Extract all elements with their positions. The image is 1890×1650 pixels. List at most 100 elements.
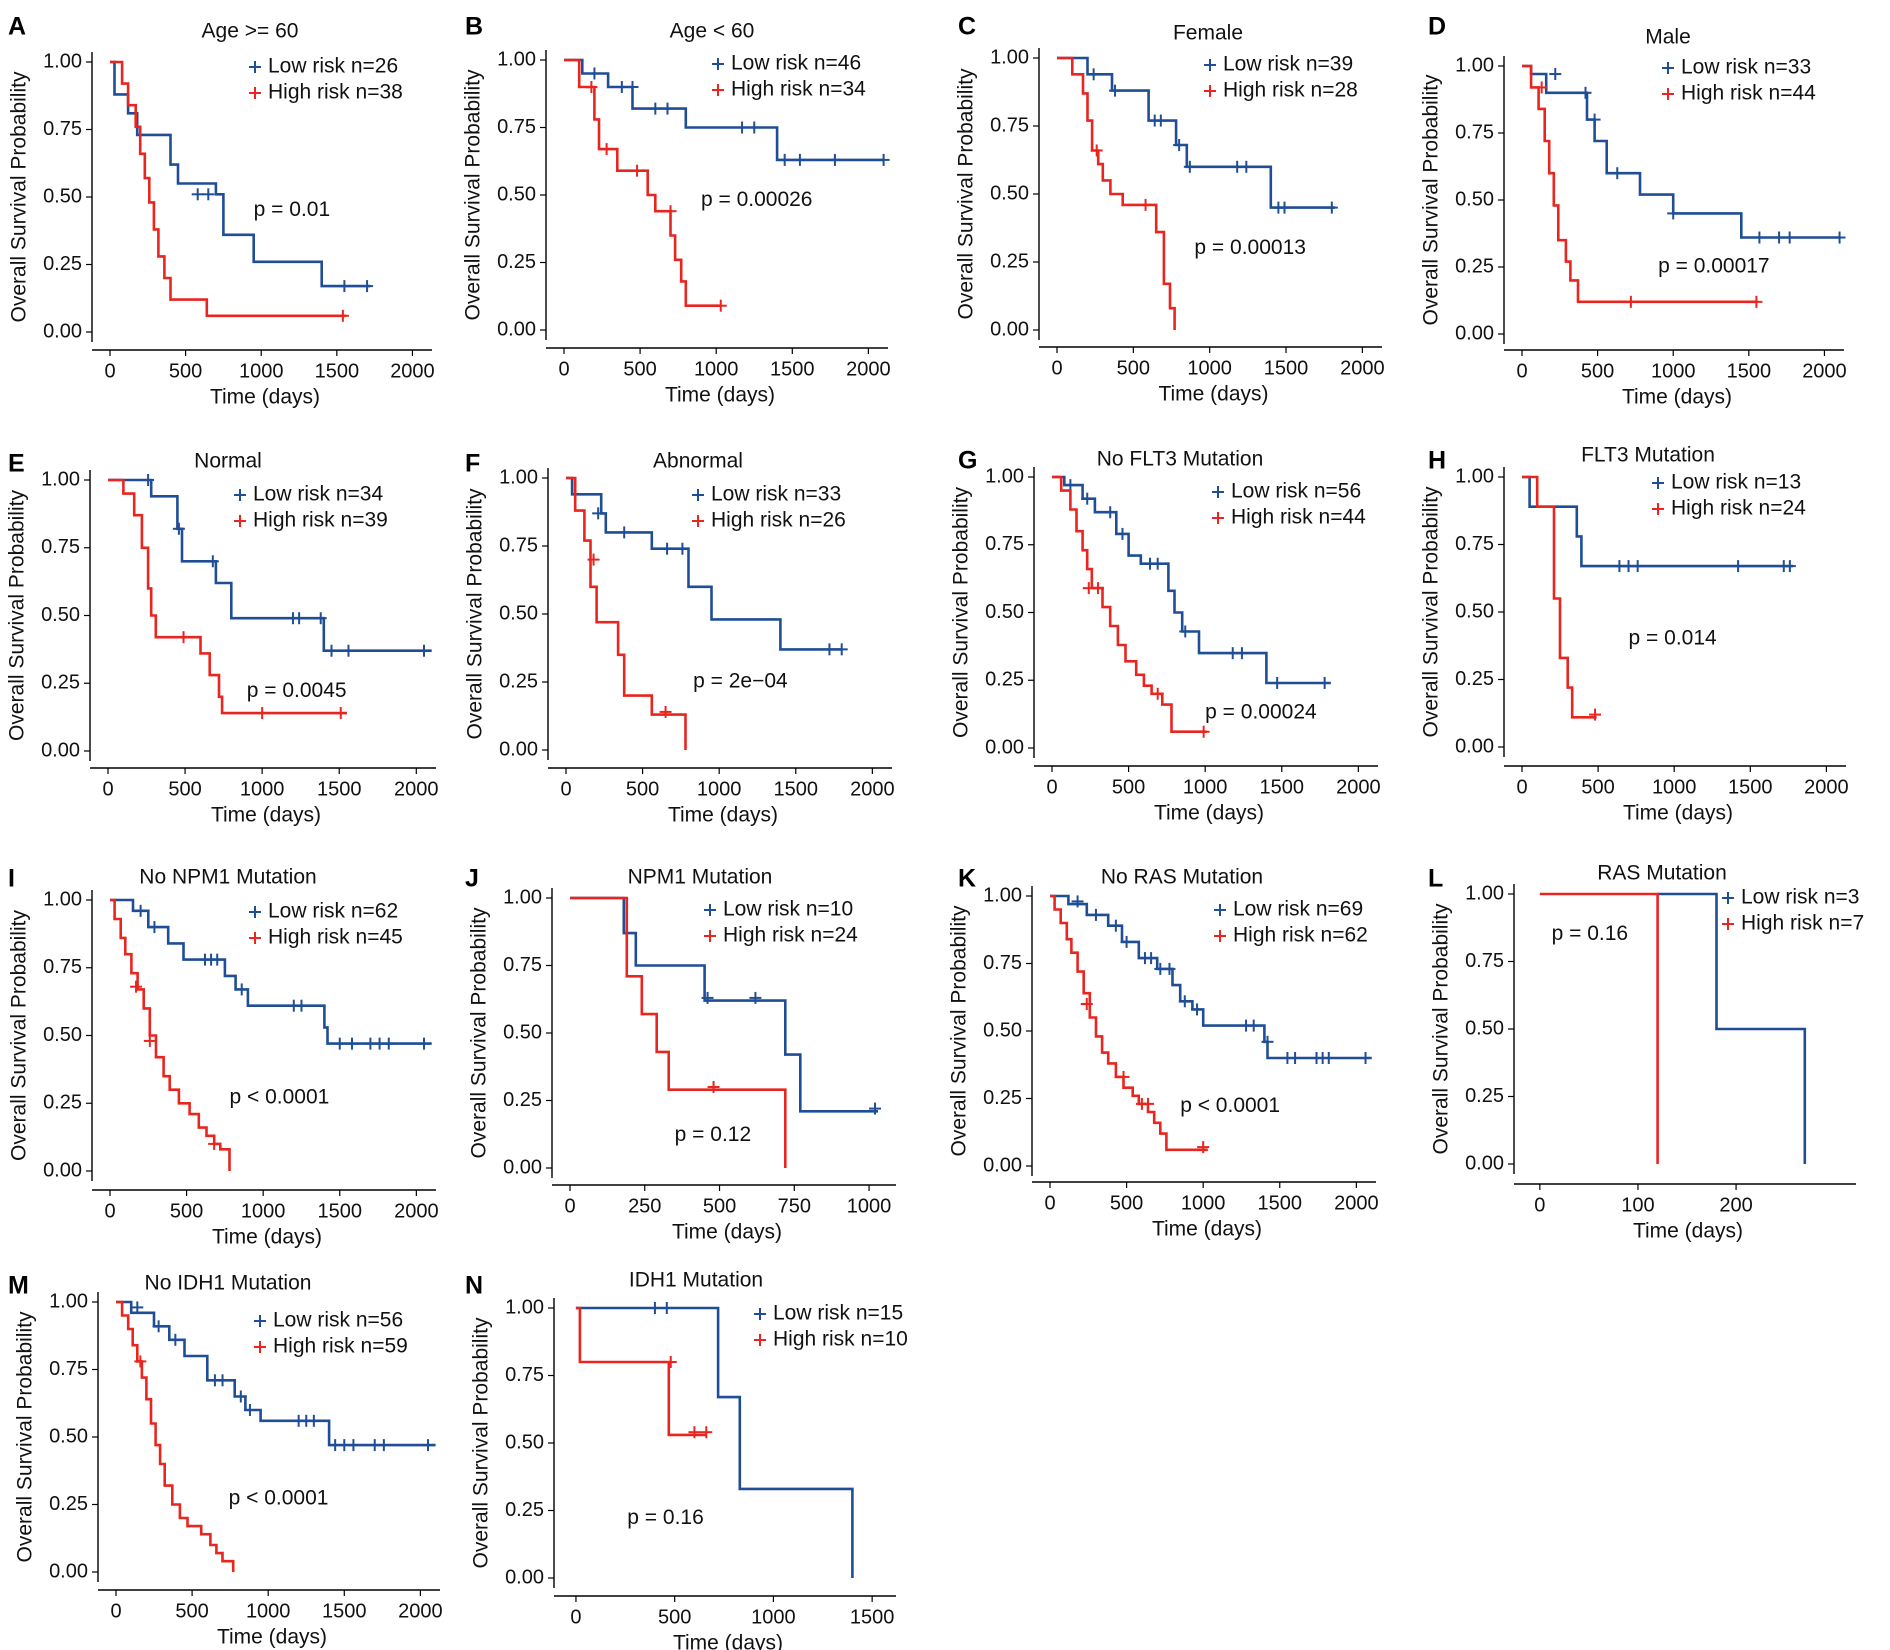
panel-c: C Female 0.00 0.25 0.50 0.75 1.00 0 500 1000 1500 2… xyxy=(955,13,1385,406)
x-axis-title: Time (days) xyxy=(1623,802,1733,825)
low-risk-censor-mark xyxy=(361,280,374,293)
low-risk-censor-mark xyxy=(1109,919,1122,932)
low-risk-censor-mark xyxy=(1151,557,1164,570)
low-risk-censor-mark xyxy=(661,102,674,115)
legend-high-risk-label: High risk n=59 xyxy=(273,1335,408,1358)
legend-low-risk-label: Low risk n=26 xyxy=(268,55,398,78)
high-risk-censor-mark xyxy=(1080,998,1093,1010)
y-tick-label: 0.50 xyxy=(990,182,1029,204)
x-tick-label: 500 xyxy=(168,778,201,800)
legend-low-risk-label: Low risk n=15 xyxy=(773,1302,903,1325)
x-tick-label: 2000 xyxy=(390,360,435,382)
y-axis-title: Overall Survival Probability xyxy=(948,905,971,1156)
low-risk-censor-mark xyxy=(134,904,147,917)
y-tick-label: 1.00 xyxy=(43,50,82,72)
p-value: p = 0.014 xyxy=(1629,627,1717,650)
low-risk-censor-mark xyxy=(243,1404,256,1416)
y-tick-label: 1.00 xyxy=(1455,465,1494,487)
panel-title: FLT3 Mutation xyxy=(1581,444,1715,467)
legend-low-risk-label: Low risk n=69 xyxy=(1233,898,1363,921)
low-risk-censor-mark xyxy=(191,188,204,201)
p-value: p = 0.12 xyxy=(675,1123,751,1146)
low-risk-censor-mark xyxy=(1071,895,1084,908)
y-axis-title: Overall Survival Probability xyxy=(8,71,31,322)
legend-high-risk-label: High risk n=44 xyxy=(1231,506,1366,529)
high-risk-censor-mark xyxy=(714,299,727,312)
low-risk-censor-mark xyxy=(793,153,806,166)
legend-high-risk: High risk n=10 xyxy=(754,1328,908,1351)
panel-letter: L xyxy=(1428,865,1443,893)
y-tick-label: 0.00 xyxy=(985,736,1024,758)
panel-d: D Male 0.00 0.25 0.50 0.75 1.00 0 500 1000 1500 200… xyxy=(1420,13,1847,409)
y-tick-label: 0.25 xyxy=(990,250,1029,272)
y-tick-label: 0.75 xyxy=(1455,533,1494,555)
y-tick-label: 0.50 xyxy=(43,185,82,207)
x-tick-label: 500 xyxy=(623,358,656,380)
legend-high-risk-label: High risk n=26 xyxy=(711,509,846,532)
low-risk-censor-mark xyxy=(648,1302,661,1314)
panel-n: N IDH1 Mutation 0.00 0.25 0.50 0.75 1.00 0 500 10… xyxy=(465,1269,908,1650)
high-risk-censor-mark xyxy=(1624,295,1637,308)
panel-letter: I xyxy=(8,865,15,893)
legend-low-risk-symbol xyxy=(1214,904,1226,916)
low-risk-censor-mark xyxy=(1261,1035,1274,1048)
legend-high-risk-symbol xyxy=(1652,503,1664,515)
high-risk-censor-mark xyxy=(1151,687,1164,700)
legend-high-risk-symbol xyxy=(1722,918,1734,930)
y-tick-label: 0.75 xyxy=(41,536,80,558)
x-tick-label: 2000 xyxy=(1336,776,1381,798)
panel-title: RAS Mutation xyxy=(1597,862,1727,885)
low-risk-censor-mark xyxy=(295,999,308,1012)
legend-low-risk-symbol xyxy=(254,1315,266,1327)
high-risk-censor-mark xyxy=(256,707,269,720)
y-tick-label: 0.00 xyxy=(983,1154,1022,1176)
low-risk-curve xyxy=(116,1300,436,1447)
x-tick-label: 2000 xyxy=(846,358,891,380)
low-risk-censor-mark xyxy=(347,1439,360,1452)
low-risk-curve xyxy=(110,898,432,1045)
p-value: p = 0.00013 xyxy=(1194,236,1306,259)
panel-title: Normal xyxy=(194,450,262,473)
x-tick-label: 1500 xyxy=(1727,360,1772,382)
legend-high-risk-symbol xyxy=(249,932,261,944)
panel-letter: K xyxy=(958,865,976,893)
low-risk-censor-mark xyxy=(1753,231,1766,244)
y-axis-title: Overall Survival Probability xyxy=(1420,486,1443,737)
low-risk-censor-mark xyxy=(172,522,185,535)
x-tick-label: 250 xyxy=(628,1195,661,1217)
x-tick-label: 1000 xyxy=(694,358,739,380)
low-risk-censor-mark xyxy=(1322,1052,1335,1064)
high-risk-censor-mark xyxy=(130,980,143,993)
low-risk-censor-mark xyxy=(618,526,631,539)
legend-low-risk-symbol xyxy=(1204,59,1216,71)
legend-low-risk-symbol xyxy=(1722,892,1734,904)
low-risk-censor-mark xyxy=(778,153,791,166)
x-tick-label: 0 xyxy=(558,358,569,380)
p-value: p = 0.16 xyxy=(1552,922,1628,945)
y-tick-label: 0.50 xyxy=(41,604,80,626)
high-risk-curve xyxy=(1539,892,1659,1164)
legend-high-risk-symbol xyxy=(754,1334,766,1346)
legend-low-risk-label: Low risk n=56 xyxy=(273,1309,403,1332)
legend-low-risk-symbol xyxy=(704,904,716,916)
high-risk-censor-mark xyxy=(1090,144,1103,157)
x-tick-label: 1000 xyxy=(246,1600,291,1622)
x-tick-label: 0 xyxy=(110,1600,121,1622)
y-tick-label: 0.50 xyxy=(49,1425,88,1447)
x-axis-title: Time (days) xyxy=(212,1226,322,1249)
legend-low-risk: Low risk n=69 xyxy=(1214,898,1363,921)
legend-low-risk: Low risk n=56 xyxy=(254,1309,403,1332)
y-tick-label: 0.75 xyxy=(983,952,1022,974)
low-risk-censor-mark xyxy=(346,1037,359,1050)
high-risk-censor-mark xyxy=(1750,295,1763,308)
low-risk-censor-mark xyxy=(1064,479,1077,492)
x-tick-label: 500 xyxy=(1112,776,1145,798)
x-tick-label: 1000 xyxy=(1187,357,1232,379)
low-risk-censor-mark xyxy=(701,991,714,1004)
p-value: p = 0.00026 xyxy=(701,188,813,211)
low-risk-censor-mark xyxy=(869,1102,882,1115)
y-tick-label: 1.00 xyxy=(41,468,80,490)
low-risk-censor-mark xyxy=(382,1037,395,1050)
legend-high-risk: High risk n=62 xyxy=(1214,924,1368,947)
y-axis-title: Overall Survival Probability xyxy=(6,490,29,741)
